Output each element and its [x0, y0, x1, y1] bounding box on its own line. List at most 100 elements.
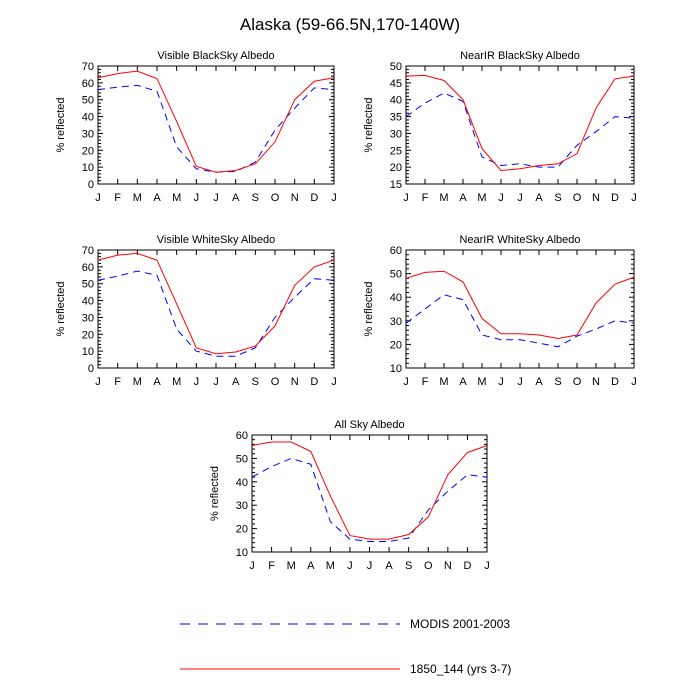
series-line-modis	[405, 294, 635, 348]
x-tick-label: M	[287, 560, 296, 572]
panel-4: NearIR WhiteSky Albedo % reflected 10 20 30 4…	[363, 234, 637, 388]
x-tick-label: A	[232, 192, 240, 204]
y-axis-label: % reflected	[55, 97, 67, 152]
x-tick-label: F	[268, 560, 275, 572]
x-tick-label: S	[554, 376, 561, 388]
y-tick-label: 20	[82, 329, 94, 341]
x-tick-label: M	[477, 192, 486, 204]
y-tick-label: 70	[82, 61, 94, 73]
x-tick-label: M	[133, 376, 142, 388]
y-tick-label: 40	[390, 292, 402, 304]
x-tick-label: J	[194, 376, 200, 388]
x-tick-label: O	[573, 376, 582, 388]
x-tick-label: J	[213, 376, 219, 388]
x-tick-label: J	[347, 560, 353, 572]
y-tick-label: 20	[390, 162, 402, 174]
series-line-model	[97, 70, 335, 173]
plot-frame	[97, 65, 335, 185]
x-tick-label: J	[631, 376, 637, 388]
figure-title: Alaska (59-66.5N,170-140W)	[240, 15, 460, 34]
legend: MODIS 2001-2003 1850_144 (yrs 3-7)	[180, 617, 511, 676]
series-line-model	[251, 441, 488, 540]
y-axis-label: % reflected	[363, 281, 375, 336]
y-tick-label: 0	[88, 179, 94, 191]
series-line-modis	[405, 92, 635, 168]
y-tick-label: 30	[82, 128, 94, 140]
y-tick-label: 40	[390, 95, 402, 107]
plot-frame	[97, 249, 335, 369]
legend-label-model: 1850_144 (yrs 3-7)	[410, 662, 511, 676]
x-tick-label: A	[153, 376, 161, 388]
x-tick-label: O	[271, 376, 280, 388]
x-tick-label: J	[403, 376, 409, 388]
y-tick-label: 20	[82, 145, 94, 157]
series-line-modis	[97, 270, 335, 357]
x-tick-label: J	[213, 192, 219, 204]
y-tick-label: 30	[390, 316, 402, 328]
panels: Visible BlackSky Albedo % reflected 0 10 20 3…	[55, 50, 637, 572]
panel-title: Visible WhiteSky Albedo	[157, 234, 275, 246]
legend-label-modis: MODIS 2001-2003	[410, 617, 510, 631]
x-tick-label: F	[422, 376, 429, 388]
x-tick-label: O	[573, 192, 582, 204]
x-tick-label: A	[459, 192, 467, 204]
y-tick-label: 60	[82, 78, 94, 90]
x-tick-label: J	[517, 192, 523, 204]
y-tick-label: 60	[82, 262, 94, 274]
x-tick-label: N	[592, 192, 600, 204]
x-tick-label: J	[331, 192, 337, 204]
x-tick-label: S	[252, 192, 259, 204]
x-tick-label: M	[172, 376, 181, 388]
x-tick-label: F	[114, 376, 121, 388]
x-tick-label: M	[477, 376, 486, 388]
x-tick-label: J	[194, 192, 200, 204]
x-tick-label: J	[631, 192, 637, 204]
x-tick-label: J	[517, 376, 523, 388]
y-tick-label: 50	[390, 269, 402, 281]
x-tick-label: A	[535, 192, 543, 204]
x-tick-label: M	[326, 560, 335, 572]
y-tick-label: 15	[390, 179, 402, 191]
x-tick-label: F	[422, 192, 429, 204]
y-tick-label: 20	[236, 524, 248, 536]
y-tick-label: 0	[88, 363, 94, 375]
x-tick-label: N	[291, 376, 299, 388]
x-tick-label: O	[271, 192, 280, 204]
x-tick-label: D	[310, 192, 318, 204]
y-tick-label: 70	[82, 245, 94, 257]
x-tick-label: S	[252, 376, 259, 388]
y-tick-label: 60	[390, 245, 402, 257]
x-tick-label: M	[133, 192, 142, 204]
y-axis-label: % reflected	[363, 97, 375, 152]
plot-frame	[405, 65, 635, 185]
x-tick-label: N	[291, 192, 299, 204]
panel-2: NearIR BlackSky Albedo % reflected 15 20 25 3…	[363, 50, 637, 204]
x-tick-label: J	[249, 560, 255, 572]
x-tick-label: J	[498, 376, 504, 388]
x-tick-label: D	[310, 376, 318, 388]
x-tick-label: A	[153, 192, 161, 204]
x-tick-label: A	[232, 376, 240, 388]
series-line-modis	[97, 84, 335, 173]
x-tick-label: D	[611, 376, 619, 388]
plot-frame	[405, 249, 635, 369]
y-tick-label: 50	[390, 61, 402, 73]
y-tick-label: 10	[236, 547, 248, 559]
panel-3: Visible WhiteSky Albedo % reflected 0 10 20 3…	[55, 234, 337, 388]
x-tick-label: O	[424, 560, 433, 572]
y-tick-label: 40	[236, 477, 248, 489]
y-tick-label: 45	[390, 78, 402, 90]
y-tick-label: 10	[82, 162, 94, 174]
panel-1: Visible BlackSky Albedo % reflected 0 10 20 3…	[55, 50, 337, 204]
x-tick-label: A	[307, 560, 315, 572]
x-tick-label: S	[405, 560, 412, 572]
y-tick-label: 50	[82, 95, 94, 107]
y-tick-label: 30	[236, 500, 248, 512]
y-tick-label: 30	[82, 312, 94, 324]
x-tick-label: D	[463, 560, 471, 572]
series-line-model	[97, 252, 335, 355]
x-tick-label: A	[459, 376, 467, 388]
y-tick-label: 40	[82, 112, 94, 124]
